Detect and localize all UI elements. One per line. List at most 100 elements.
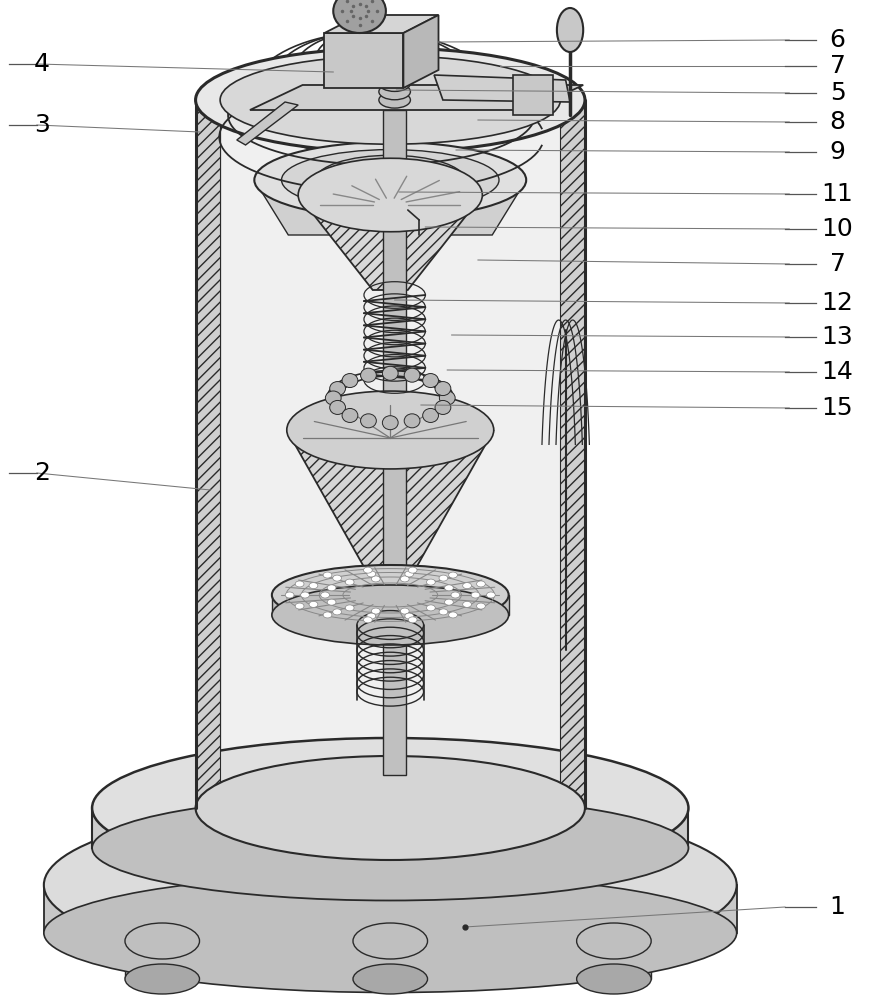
Text: 14: 14 — [822, 360, 853, 384]
Ellipse shape — [360, 368, 376, 382]
Text: 13: 13 — [822, 325, 853, 349]
Polygon shape — [196, 100, 220, 808]
Ellipse shape — [435, 400, 451, 414]
Polygon shape — [324, 33, 403, 88]
Ellipse shape — [439, 391, 455, 405]
Text: 6: 6 — [830, 28, 845, 52]
Ellipse shape — [298, 158, 482, 232]
Bar — [379, 92, 410, 100]
Ellipse shape — [463, 583, 472, 589]
Ellipse shape — [287, 391, 494, 469]
Polygon shape — [222, 110, 576, 798]
Ellipse shape — [125, 923, 199, 959]
Ellipse shape — [254, 142, 526, 218]
Ellipse shape — [282, 150, 499, 210]
Polygon shape — [403, 15, 438, 88]
Ellipse shape — [296, 581, 304, 587]
Ellipse shape — [323, 572, 332, 578]
Ellipse shape — [476, 603, 485, 609]
Ellipse shape — [346, 605, 354, 611]
Ellipse shape — [371, 608, 380, 614]
Ellipse shape — [323, 612, 332, 618]
Polygon shape — [125, 941, 199, 979]
Polygon shape — [287, 430, 494, 570]
Polygon shape — [577, 941, 651, 979]
Ellipse shape — [272, 585, 509, 645]
Polygon shape — [390, 100, 585, 808]
Ellipse shape — [463, 601, 472, 607]
Polygon shape — [254, 180, 526, 235]
Ellipse shape — [196, 48, 585, 152]
Polygon shape — [237, 102, 298, 145]
Ellipse shape — [405, 613, 414, 619]
Ellipse shape — [401, 576, 410, 582]
Ellipse shape — [301, 592, 310, 598]
Ellipse shape — [309, 601, 317, 607]
Ellipse shape — [576, 923, 651, 959]
Ellipse shape — [426, 605, 435, 611]
Ellipse shape — [379, 75, 410, 91]
Ellipse shape — [449, 572, 458, 578]
Bar — [513, 75, 553, 115]
Ellipse shape — [445, 599, 453, 605]
Ellipse shape — [327, 599, 336, 605]
Ellipse shape — [360, 414, 376, 428]
Ellipse shape — [471, 592, 480, 598]
Ellipse shape — [426, 579, 435, 585]
Ellipse shape — [367, 571, 375, 577]
Text: 2: 2 — [34, 461, 50, 485]
Polygon shape — [272, 595, 509, 615]
Text: 7: 7 — [830, 252, 845, 276]
Polygon shape — [324, 15, 438, 33]
Ellipse shape — [557, 8, 583, 52]
Ellipse shape — [487, 592, 496, 598]
Ellipse shape — [363, 617, 372, 623]
Ellipse shape — [379, 84, 410, 100]
Ellipse shape — [325, 391, 341, 405]
Ellipse shape — [353, 964, 427, 994]
Ellipse shape — [382, 366, 398, 380]
Ellipse shape — [330, 400, 346, 414]
Ellipse shape — [363, 567, 372, 573]
Ellipse shape — [435, 382, 451, 396]
Ellipse shape — [330, 382, 346, 396]
Text: 15: 15 — [822, 396, 853, 420]
Ellipse shape — [332, 609, 341, 615]
Polygon shape — [353, 941, 427, 979]
Text: 5: 5 — [830, 81, 845, 105]
Bar — [383, 110, 406, 775]
Ellipse shape — [125, 964, 199, 994]
Ellipse shape — [196, 756, 585, 860]
Ellipse shape — [44, 800, 737, 970]
Ellipse shape — [316, 155, 465, 205]
Ellipse shape — [92, 796, 688, 900]
Text: 10: 10 — [822, 217, 853, 241]
Ellipse shape — [439, 575, 448, 581]
Ellipse shape — [92, 738, 688, 878]
Text: 1: 1 — [830, 895, 845, 919]
Ellipse shape — [353, 923, 427, 959]
Ellipse shape — [342, 408, 358, 422]
Ellipse shape — [333, 0, 386, 33]
Ellipse shape — [296, 603, 304, 609]
Ellipse shape — [382, 416, 398, 430]
Text: 9: 9 — [830, 140, 845, 164]
Ellipse shape — [346, 579, 354, 585]
Ellipse shape — [321, 592, 330, 598]
Ellipse shape — [576, 964, 651, 994]
Ellipse shape — [220, 56, 560, 144]
Ellipse shape — [439, 609, 448, 615]
Ellipse shape — [367, 613, 375, 619]
Ellipse shape — [476, 581, 485, 587]
Ellipse shape — [332, 575, 341, 581]
Ellipse shape — [445, 585, 453, 591]
Ellipse shape — [327, 585, 336, 591]
Ellipse shape — [449, 612, 458, 618]
Ellipse shape — [404, 414, 420, 428]
Text: 3: 3 — [34, 113, 50, 137]
Ellipse shape — [409, 617, 417, 623]
Polygon shape — [560, 100, 585, 808]
Polygon shape — [434, 75, 570, 102]
Ellipse shape — [272, 565, 509, 625]
Polygon shape — [298, 195, 482, 290]
